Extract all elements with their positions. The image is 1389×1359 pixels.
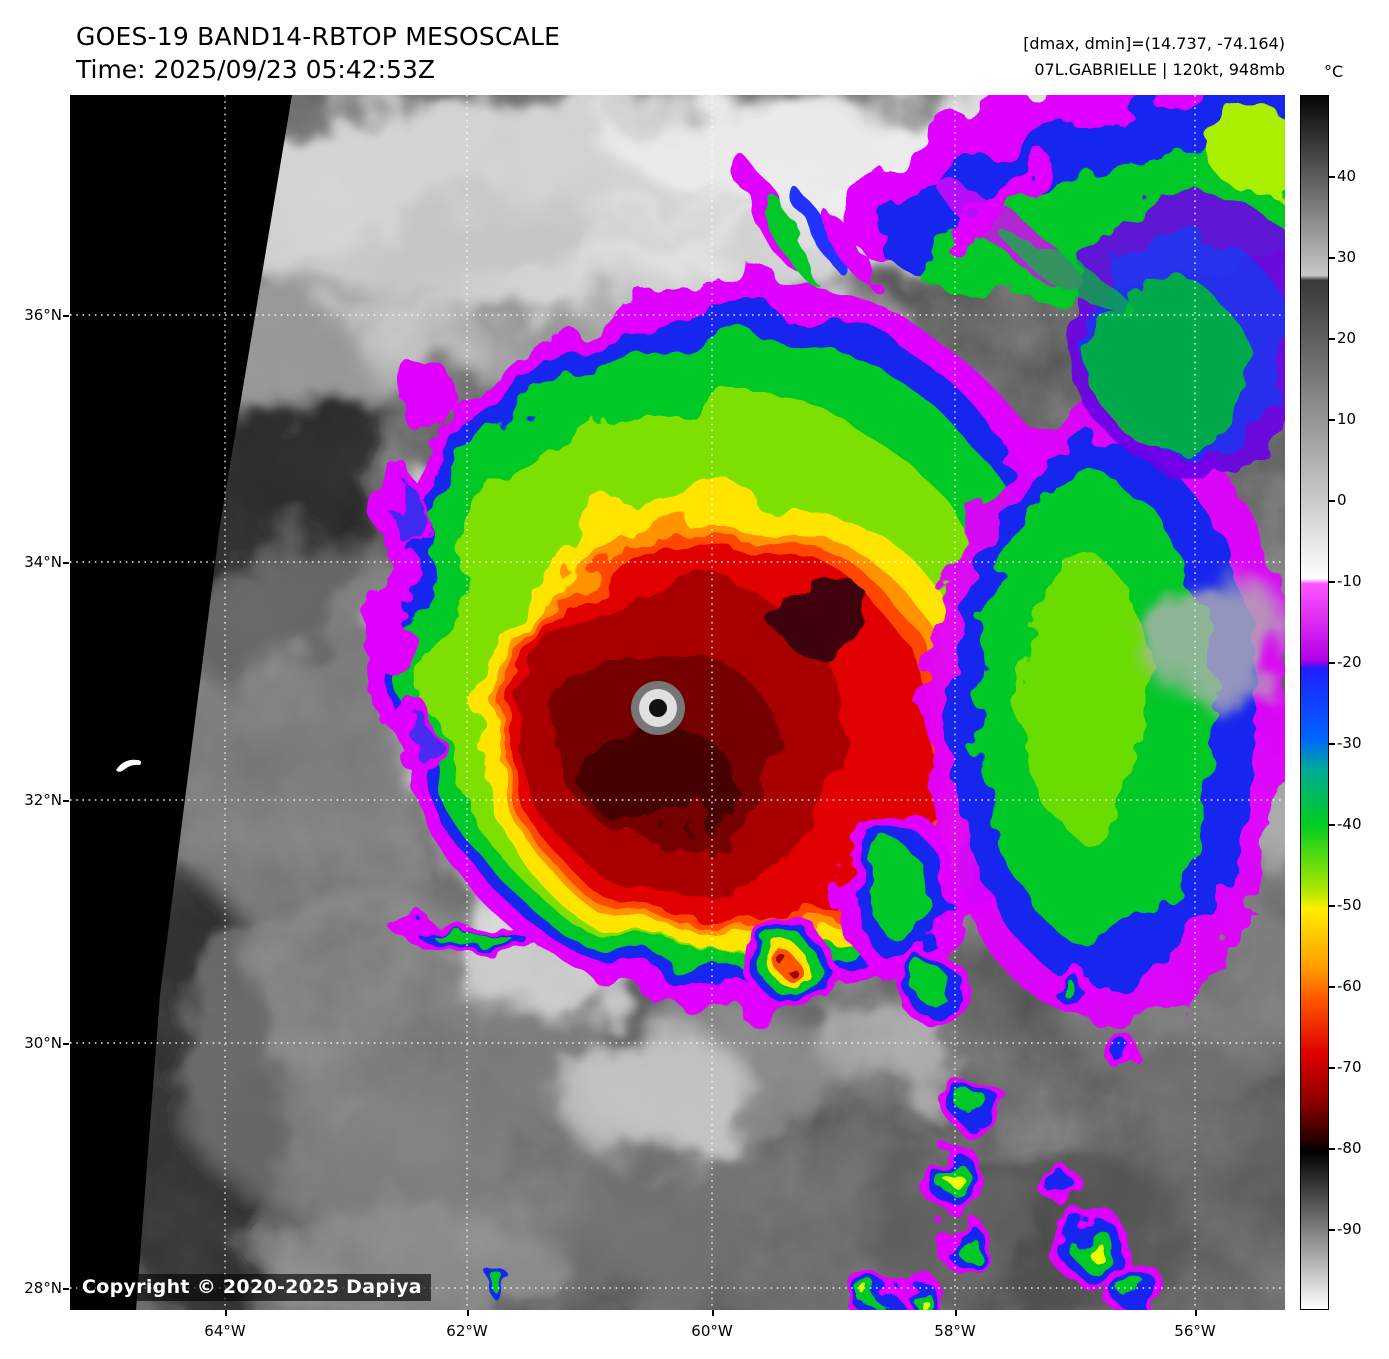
lat-label-28n: 28°N: [24, 1279, 62, 1297]
colorbar-tick: 30: [1328, 248, 1357, 266]
scan-edge-black-region: [70, 95, 292, 1310]
satellite-plot-area: Copyright © 2020-2025 Dapiya: [70, 95, 1285, 1310]
colorbar-tick: 0: [1329, 491, 1347, 509]
colorbar-tick: -40: [1329, 815, 1362, 833]
colorbar-tick: -20: [1329, 653, 1362, 671]
bermuda-island: [116, 759, 142, 772]
axis-tick: [63, 800, 69, 802]
axis-tick: [955, 1310, 957, 1316]
eastern-cold-band: [925, 405, 1285, 1025]
colorbar-tick: -60: [1329, 977, 1362, 995]
colorbar-unit-label: °C: [1324, 62, 1344, 81]
colorbar-tick: -30: [1329, 734, 1362, 752]
western-fringes: [370, 360, 550, 953]
axis-tick: [63, 1288, 69, 1290]
lat-label-34n: 34°N: [24, 553, 62, 571]
lon-label-58w: 58°W: [934, 1322, 976, 1340]
axis-tick: [63, 562, 69, 564]
axis-tick: [63, 315, 69, 317]
copyright-watermark: Copyright © 2020-2025 Dapiya: [77, 1274, 431, 1301]
colorbar-tick: 20: [1328, 329, 1357, 347]
satellite-imagery: [70, 95, 1285, 1310]
dmax-dmin-readout: [dmax, dmin]=(14.737, -74.164): [1023, 34, 1285, 53]
lon-label-64w: 64°W: [204, 1322, 246, 1340]
colorbar-tick: 40: [1328, 167, 1357, 185]
lon-label-62w: 62°W: [446, 1322, 488, 1340]
lat-label-32n: 32°N: [24, 791, 62, 809]
lat-label-30n: 30°N: [24, 1034, 62, 1052]
lon-label-60w: 60°W: [691, 1322, 733, 1340]
axis-tick: [1195, 1310, 1197, 1316]
colorbar-tick: -70: [1329, 1058, 1362, 1076]
axis-tick: [712, 1310, 714, 1316]
figure-time: Time: 2025/09/23 05:42:53Z: [76, 55, 435, 84]
colorbar: [1300, 95, 1329, 1310]
cirrus-color-fingers: [736, 157, 876, 287]
colorbar-tick: -50: [1329, 896, 1362, 914]
lat-label-36n: 36°N: [24, 306, 62, 324]
axis-tick: [467, 1310, 469, 1316]
northeast-cold-band: [838, 95, 1285, 475]
hurricane-eye: [631, 681, 685, 735]
axis-tick: [63, 1043, 69, 1045]
colorbar-tick: 10: [1328, 410, 1357, 428]
storm-info-readout: 07L.GABRIELLE | 120kt, 948mb: [1034, 60, 1285, 79]
colorbar-tick: -10: [1329, 572, 1362, 590]
axis-tick: [225, 1310, 227, 1316]
lon-label-56w: 56°W: [1174, 1322, 1216, 1340]
colorbar-tick: -80: [1329, 1139, 1362, 1157]
colorbar-tick: -90: [1329, 1220, 1362, 1238]
convective-cells: [486, 810, 1165, 1310]
figure-title: GOES-19 BAND14-RBTOP MESOSCALE: [76, 22, 561, 51]
warm-cloud-gap: [1143, 585, 1285, 705]
